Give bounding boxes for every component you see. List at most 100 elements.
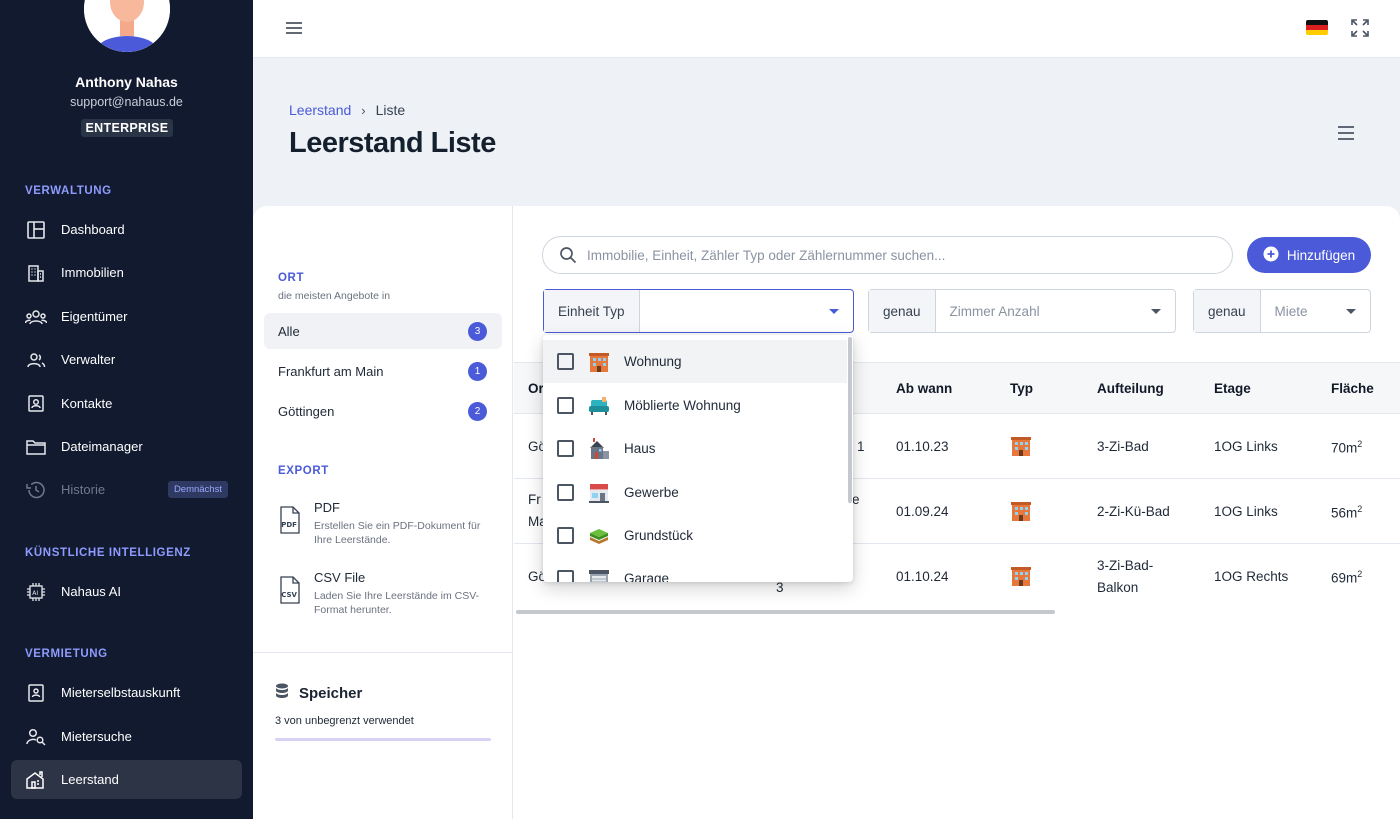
divider (253, 652, 513, 653)
option-wohnung[interactable]: Wohnung (543, 340, 847, 383)
checkbox[interactable] (557, 440, 574, 457)
sidebar-item-eigentuemer[interactable]: Eigentümer (11, 297, 242, 336)
cell-ab-wann: 01.10.23 (896, 439, 949, 454)
add-button[interactable]: Hinzufügen (1247, 237, 1371, 273)
svg-text:CSV: CSV (281, 591, 297, 599)
breadcrumb-separator: › (361, 102, 366, 118)
page-menu-icon[interactable] (1337, 125, 1355, 141)
sidebar-item-kontakte[interactable]: Kontakte (11, 384, 242, 423)
cell-aufteilung: 2-Zi-Kü-Bad (1097, 504, 1170, 519)
sidebar-item-label: Eigentümer (61, 309, 128, 324)
cell-ab-wann: 01.09.24 (896, 504, 949, 519)
checkbox[interactable] (557, 527, 574, 544)
ai-chip-icon: AI (25, 581, 47, 603)
cell-aufteilung: 3-Zi-Bad- (1097, 558, 1154, 573)
option-garage[interactable]: Garage (543, 557, 847, 582)
avatar[interactable] (84, 0, 170, 52)
ort-item-label: Frankfurt am Main (278, 363, 384, 379)
option-grundstueck[interactable]: Grundstück (543, 514, 847, 557)
storage-usage-text: 3 von unbegrenzt verwendet (275, 715, 414, 727)
sidebar-item-label: Historie (61, 482, 106, 497)
sidebar-item-nahaus-ai[interactable]: AI Nahaus AI (11, 572, 242, 611)
sidebar-item-dashboard[interactable]: Dashboard (11, 210, 242, 249)
chevron-down-icon (829, 309, 839, 314)
cell-flaeche: 56m2 (1331, 504, 1362, 521)
checkbox[interactable] (557, 353, 574, 370)
cell-etage: 1OG Links (1214, 439, 1278, 454)
dropdown-scrollbar[interactable] (848, 337, 852, 503)
land-plot-icon (588, 525, 610, 547)
sidebar-item-immobilien[interactable]: Immobilien (11, 253, 242, 292)
ort-item-goettingen[interactable]: Göttingen 2 (264, 393, 502, 429)
managers-icon (25, 349, 47, 371)
sidebar-item-mieterselbstauskunft[interactable]: Mieterselbstauskunft (11, 673, 242, 712)
einheit-typ-select[interactable]: Einheit Typ (543, 289, 854, 333)
option-moeblierte-wohnung[interactable]: Möblierte Wohnung (543, 384, 847, 427)
hamburger-menu-icon[interactable] (284, 20, 304, 36)
section-title-verwaltung: VERWALTUNG (25, 185, 112, 197)
miete-mode-label[interactable]: genau (1194, 290, 1261, 332)
option-haus[interactable]: Haus (543, 427, 847, 470)
export-csv[interactable]: CSV CSV File Laden Sie Ihre Leerstände i… (278, 570, 498, 617)
column-header-etage[interactable]: Etage (1214, 381, 1251, 396)
sidebar-item-verwalter[interactable]: Verwalter (11, 340, 242, 379)
history-icon (25, 479, 47, 501)
breadcrumb-link-leerstand[interactable]: Leerstand (289, 102, 352, 118)
export-pdf-title: PDF (314, 500, 340, 515)
table-row[interactable]: Gö 3 01.10.24 3-Zi-Bad- Balkon 1OG Recht… (514, 544, 1400, 609)
search-field[interactable] (542, 236, 1233, 274)
option-label: Möblierte Wohnung (624, 398, 741, 413)
folder-icon (25, 436, 47, 458)
checkbox[interactable] (557, 484, 574, 501)
column-header-aufteilung[interactable]: Aufteilung (1097, 381, 1164, 396)
csv-file-icon: CSV (278, 576, 302, 604)
sidebar-item-label: Mietersuche (61, 729, 132, 744)
export-pdf[interactable]: PDF PDF Erstellen Sie ein PDF-Dokument f… (278, 500, 498, 547)
table-row[interactable]: Gö 1 01.10.23 3-Zi-Bad 1OG Links 70m2 (514, 414, 1400, 479)
vacancy-building-icon (25, 769, 47, 791)
german-flag-icon[interactable] (1306, 20, 1328, 35)
page-title: Leerstand Liste (289, 127, 496, 159)
sidebar-item-label: Dashboard (61, 222, 125, 237)
checkbox[interactable] (557, 397, 574, 414)
breadcrumb-current: Liste (375, 102, 406, 118)
miete-select[interactable]: genau Miete (1193, 289, 1371, 333)
export-title: EXPORT (278, 465, 329, 477)
table-row[interactable]: Fr Ma e 01.09.24 2-Zi-Kü-Bad 1OG Links 5… (514, 479, 1400, 544)
tenant-search-icon (25, 726, 47, 748)
profile-email: support@nahaus.de (70, 95, 183, 109)
plan-badge: ENTERPRISE (81, 119, 173, 137)
sidebar-item-label: Verwalter (61, 352, 116, 367)
table-horizontal-scrollbar[interactable] (516, 610, 1055, 614)
zimmer-mode-label[interactable]: genau (869, 290, 936, 332)
ort-count-badge: 3 (468, 321, 487, 341)
apartment-building-icon (1010, 500, 1032, 525)
export-csv-title: CSV File (314, 570, 366, 585)
cell-ort: Gö (528, 569, 547, 584)
column-header-flaeche[interactable]: Fläche (1331, 381, 1374, 396)
option-label: Garage (624, 571, 670, 582)
sidebar-item-dateimanager[interactable]: Dateimanager (11, 427, 242, 466)
building-icon (25, 262, 47, 284)
cell-flaeche-unit-sup: 2 (1357, 439, 1363, 449)
sidebar-item-label: Kontakte (61, 396, 113, 411)
checkbox[interactable] (557, 570, 574, 582)
cell-ort-line2: Ma (528, 514, 547, 529)
fullscreen-icon[interactable] (1350, 18, 1370, 38)
sidebar-item-leerstand[interactable]: Leerstand (11, 760, 242, 799)
ort-item-frankfurt[interactable]: Frankfurt am Main 1 (264, 353, 502, 389)
storage-progress-bar (275, 738, 491, 741)
cell-etage: 1OG Links (1214, 504, 1278, 519)
apartment-building-icon (1010, 565, 1032, 590)
column-header-ort[interactable]: Or (528, 381, 544, 396)
ort-item-label: Göttingen (278, 403, 335, 419)
search-input[interactable] (587, 247, 1207, 263)
sidebar-item-mietersuche[interactable]: Mietersuche (11, 717, 242, 756)
section-title-vermietung: VERMIETUNG (25, 648, 108, 660)
column-header-ab-wann[interactable]: Ab wann (896, 381, 953, 396)
svg-text:PDF: PDF (281, 521, 297, 529)
option-gewerbe[interactable]: Gewerbe (543, 471, 847, 514)
ort-item-alle[interactable]: Alle 3 (264, 313, 502, 349)
zimmer-anzahl-select[interactable]: genau Zimmer Anzahl (868, 289, 1176, 333)
column-header-typ[interactable]: Typ (1010, 381, 1033, 396)
